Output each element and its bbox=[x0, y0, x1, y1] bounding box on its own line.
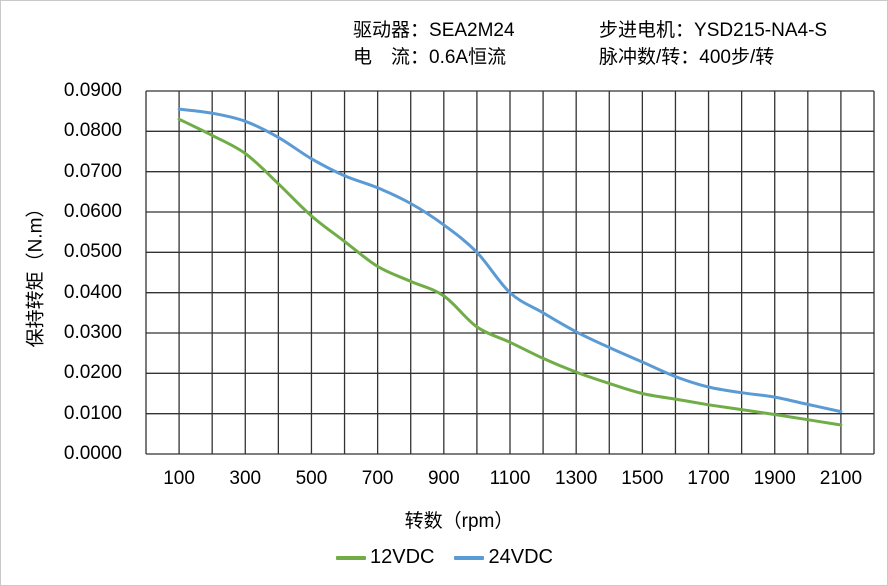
y-tick-label: 0.0400 bbox=[63, 281, 122, 303]
x-tick-label: 900 bbox=[427, 468, 460, 489]
x-tick-label: 1100 bbox=[489, 468, 531, 489]
x-tick-label: 700 bbox=[361, 468, 394, 489]
y-tick-label: 0.0300 bbox=[63, 322, 122, 343]
series-line-12vdc bbox=[177, 117, 843, 427]
pulses-label: 脉冲数/转： bbox=[599, 47, 700, 68]
x-axis-title: 转数（rpm） bbox=[404, 511, 514, 532]
x-tick-label: 1700 bbox=[687, 468, 730, 489]
driver-line: 驱动器：SEA2M24 bbox=[353, 17, 515, 44]
x-tick-label: 100 bbox=[163, 468, 195, 489]
x-tick-label: 1900 bbox=[753, 468, 796, 489]
x-tick-label: 300 bbox=[229, 468, 262, 489]
x-tick-label: 1300 bbox=[555, 468, 598, 489]
y-tick-label: 0.0900 bbox=[63, 80, 122, 101]
current-line: 电 流：0.6A恒流 bbox=[353, 44, 515, 71]
chart-header-left: 驱动器：SEA2M24 电 流：0.6A恒流 bbox=[353, 17, 515, 71]
pulses-line: 脉冲数/转：400步/转 bbox=[599, 44, 827, 71]
driver-value: SEA2M24 bbox=[429, 20, 515, 41]
current-value: 0.6A恒流 bbox=[429, 47, 507, 68]
current-label: 电 流： bbox=[353, 47, 430, 68]
x-tick-label: 2100 bbox=[819, 468, 863, 489]
y-tick-label: 0.0800 bbox=[63, 120, 122, 142]
legend-label-12vdc: 12VDC bbox=[370, 546, 435, 568]
plot-area bbox=[145, 90, 875, 455]
x-tick-label: 1500 bbox=[621, 468, 664, 489]
y-tick-label: 0.0000 bbox=[63, 443, 122, 464]
y-axis-title: 保持转矩（N.m） bbox=[25, 198, 47, 348]
12vdc-line-swatch bbox=[336, 555, 366, 560]
motor-label: 步进电机： bbox=[599, 20, 695, 41]
motor-line: 步进电机：YSD215-NA4-S bbox=[599, 17, 827, 44]
legend-label-24vdc: 24VDC bbox=[488, 546, 553, 568]
x-tick-label: 500 bbox=[295, 468, 328, 489]
24vdc-line-swatch bbox=[454, 555, 485, 560]
y-tick-label: 0.0600 bbox=[63, 201, 122, 222]
driver-label: 驱动器： bbox=[353, 20, 430, 41]
y-tick-label: 0.0700 bbox=[63, 160, 122, 182]
legend-item-12vdc: 12VDC bbox=[336, 546, 434, 569]
y-tick-label: 0.0500 bbox=[63, 241, 122, 263]
pulses-value: 400步/转 bbox=[699, 47, 775, 68]
series-line-24vdc bbox=[177, 107, 843, 414]
legend-item-24vdc: 24VDC bbox=[454, 546, 553, 569]
y-tick-label: 0.0200 bbox=[63, 362, 122, 384]
y-tick-label: 0.0100 bbox=[63, 402, 122, 424]
chart-header-right: 步进电机：YSD215-NA4-S 脉冲数/转：400步/转 bbox=[599, 17, 827, 71]
legend: 12VDC 24VDC bbox=[336, 546, 553, 569]
motor-value: YSD215-NA4-S bbox=[694, 20, 828, 41]
